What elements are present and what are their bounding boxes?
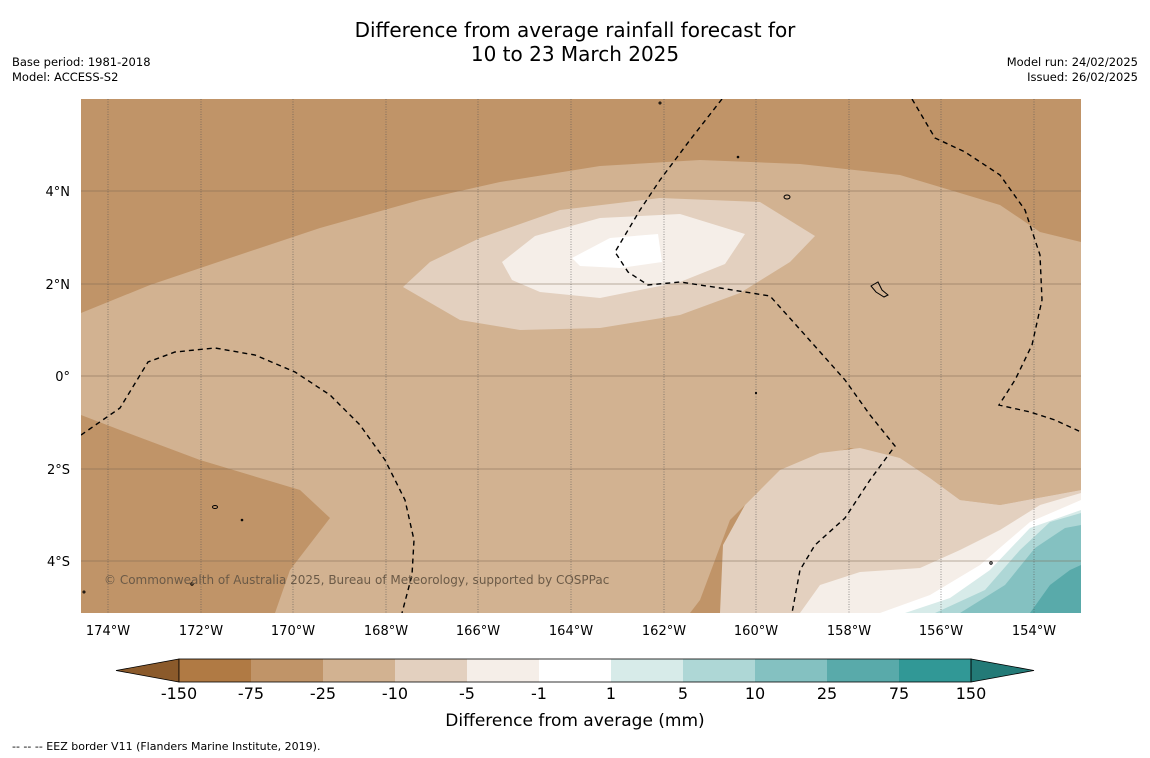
colorbar-segment <box>755 659 827 682</box>
lat-label-4s: 4°S <box>47 555 70 570</box>
colorbar-segment <box>539 659 611 682</box>
lon-label-158w: 158°W <box>827 624 871 639</box>
colorbar-segment <box>179 659 251 682</box>
model-run-text: Model run: 24/02/2025 <box>1006 55 1138 69</box>
colorbar-segment <box>323 659 395 682</box>
island-10 <box>82 590 86 594</box>
meta-left: Base period: 1981-2018 Model: ACCESS-S2 <box>12 55 151 85</box>
eez-border-east <box>911 99 1081 433</box>
lon-label-162w: 162°W <box>642 624 686 639</box>
colorbar-outline <box>178 658 972 683</box>
colorbar-segment <box>611 659 683 682</box>
colorbar-title: Difference from average (mm) <box>445 711 704 731</box>
region-25-75 <box>1030 565 1081 613</box>
colorbar-ticks: -150 -75 -25 -10 -5 -1 1 5 10 25 75 150 <box>161 684 986 703</box>
colorbar-tick-label: -150 <box>161 684 197 703</box>
lat-labels: 4°N 2°N 0° 2°S 4°S <box>46 185 71 570</box>
lon-label-154w: 154°W <box>1012 624 1056 639</box>
island-8 <box>754 391 758 395</box>
eez-border-west <box>81 347 415 613</box>
base-period-text: Base period: 1981-2018 <box>12 55 151 69</box>
model-text: Model: ACCESS-S2 <box>12 70 119 84</box>
lat-label-0: 0° <box>55 370 70 385</box>
colorbar-extension-low <box>115 658 180 683</box>
colorbar-segment <box>395 659 467 682</box>
lat-label-2s: 2°S <box>47 463 70 478</box>
lon-label-172w: 172°W <box>179 624 223 639</box>
colorbar-segment <box>899 659 971 682</box>
island-9 <box>989 561 993 565</box>
eez-borders <box>81 99 1081 613</box>
colorbar-tick-label: -1 <box>531 684 547 703</box>
lon-gridlines <box>107 99 1035 613</box>
lat-label-2n: 2°N <box>46 278 71 293</box>
lon-label-174w: 174°W <box>86 624 130 639</box>
colorbar-tick-label: -10 <box>382 684 408 703</box>
lat-gridlines <box>81 190 1081 562</box>
island-7 <box>736 155 740 159</box>
region-minus1-1-north <box>572 234 662 268</box>
colorbar-tick-label: 75 <box>889 684 909 703</box>
chart-title: Difference from average rainfall forecas… <box>0 18 1150 66</box>
title-line-1: Difference from average rainfall forecas… <box>354 18 796 42</box>
colorbar-tick-label: 10 <box>745 684 765 703</box>
copyright-text: © Commonwealth of Australia 2025, Bureau… <box>104 573 609 587</box>
issued-text: Issued: 26/02/2025 <box>1027 70 1138 84</box>
lon-label-168w: 168°W <box>364 624 408 639</box>
colorbar-tick-label: 1 <box>606 684 616 703</box>
island-4 <box>240 518 244 522</box>
region-minus25-minus10 <box>81 160 1081 613</box>
colorbar <box>115 658 1035 683</box>
colorbar-extension-high <box>970 658 1035 683</box>
lon-labels: 174°W 172°W 170°W 168°W 166°W 164°W 162°… <box>86 624 1056 639</box>
lon-label-156w: 156°W <box>919 624 963 639</box>
colorbar-segment <box>467 659 539 682</box>
lon-label-160w: 160°W <box>734 624 778 639</box>
colorbar-segment <box>827 659 899 682</box>
lon-label-164w: 164°W <box>549 624 593 639</box>
lat-label-4n: 4°N <box>46 185 71 200</box>
title-line-2: 10 to 23 March 2025 <box>470 42 680 66</box>
lon-label-166w: 166°W <box>456 624 500 639</box>
colorbar-segment <box>251 659 323 682</box>
island-6 <box>658 101 662 105</box>
colorbar-segment <box>683 659 755 682</box>
colorbar-tick-label: -75 <box>238 684 264 703</box>
meta-right: Model run: 24/02/2025 Issued: 26/02/2025 <box>1007 55 1138 85</box>
colorbar-tick-label: 25 <box>817 684 837 703</box>
footnote: -- -- -- EEZ border V11 (Flanders Marine… <box>12 740 321 753</box>
colorbar-tick-label: 150 <box>956 684 987 703</box>
islands <box>82 101 993 594</box>
map-plot-area: © Commonwealth of Australia 2025, Bureau… <box>81 99 1081 613</box>
colorbar-tick-label: -5 <box>459 684 475 703</box>
island-1 <box>783 194 791 200</box>
colorbar-tick-label: -25 <box>310 684 336 703</box>
island-2 <box>870 281 889 298</box>
lon-label-170w: 170°W <box>271 624 315 639</box>
colorbar-tick-label: 5 <box>678 684 688 703</box>
island-5 <box>190 582 194 586</box>
island-3 <box>212 505 218 509</box>
eez-border-central <box>614 99 896 613</box>
